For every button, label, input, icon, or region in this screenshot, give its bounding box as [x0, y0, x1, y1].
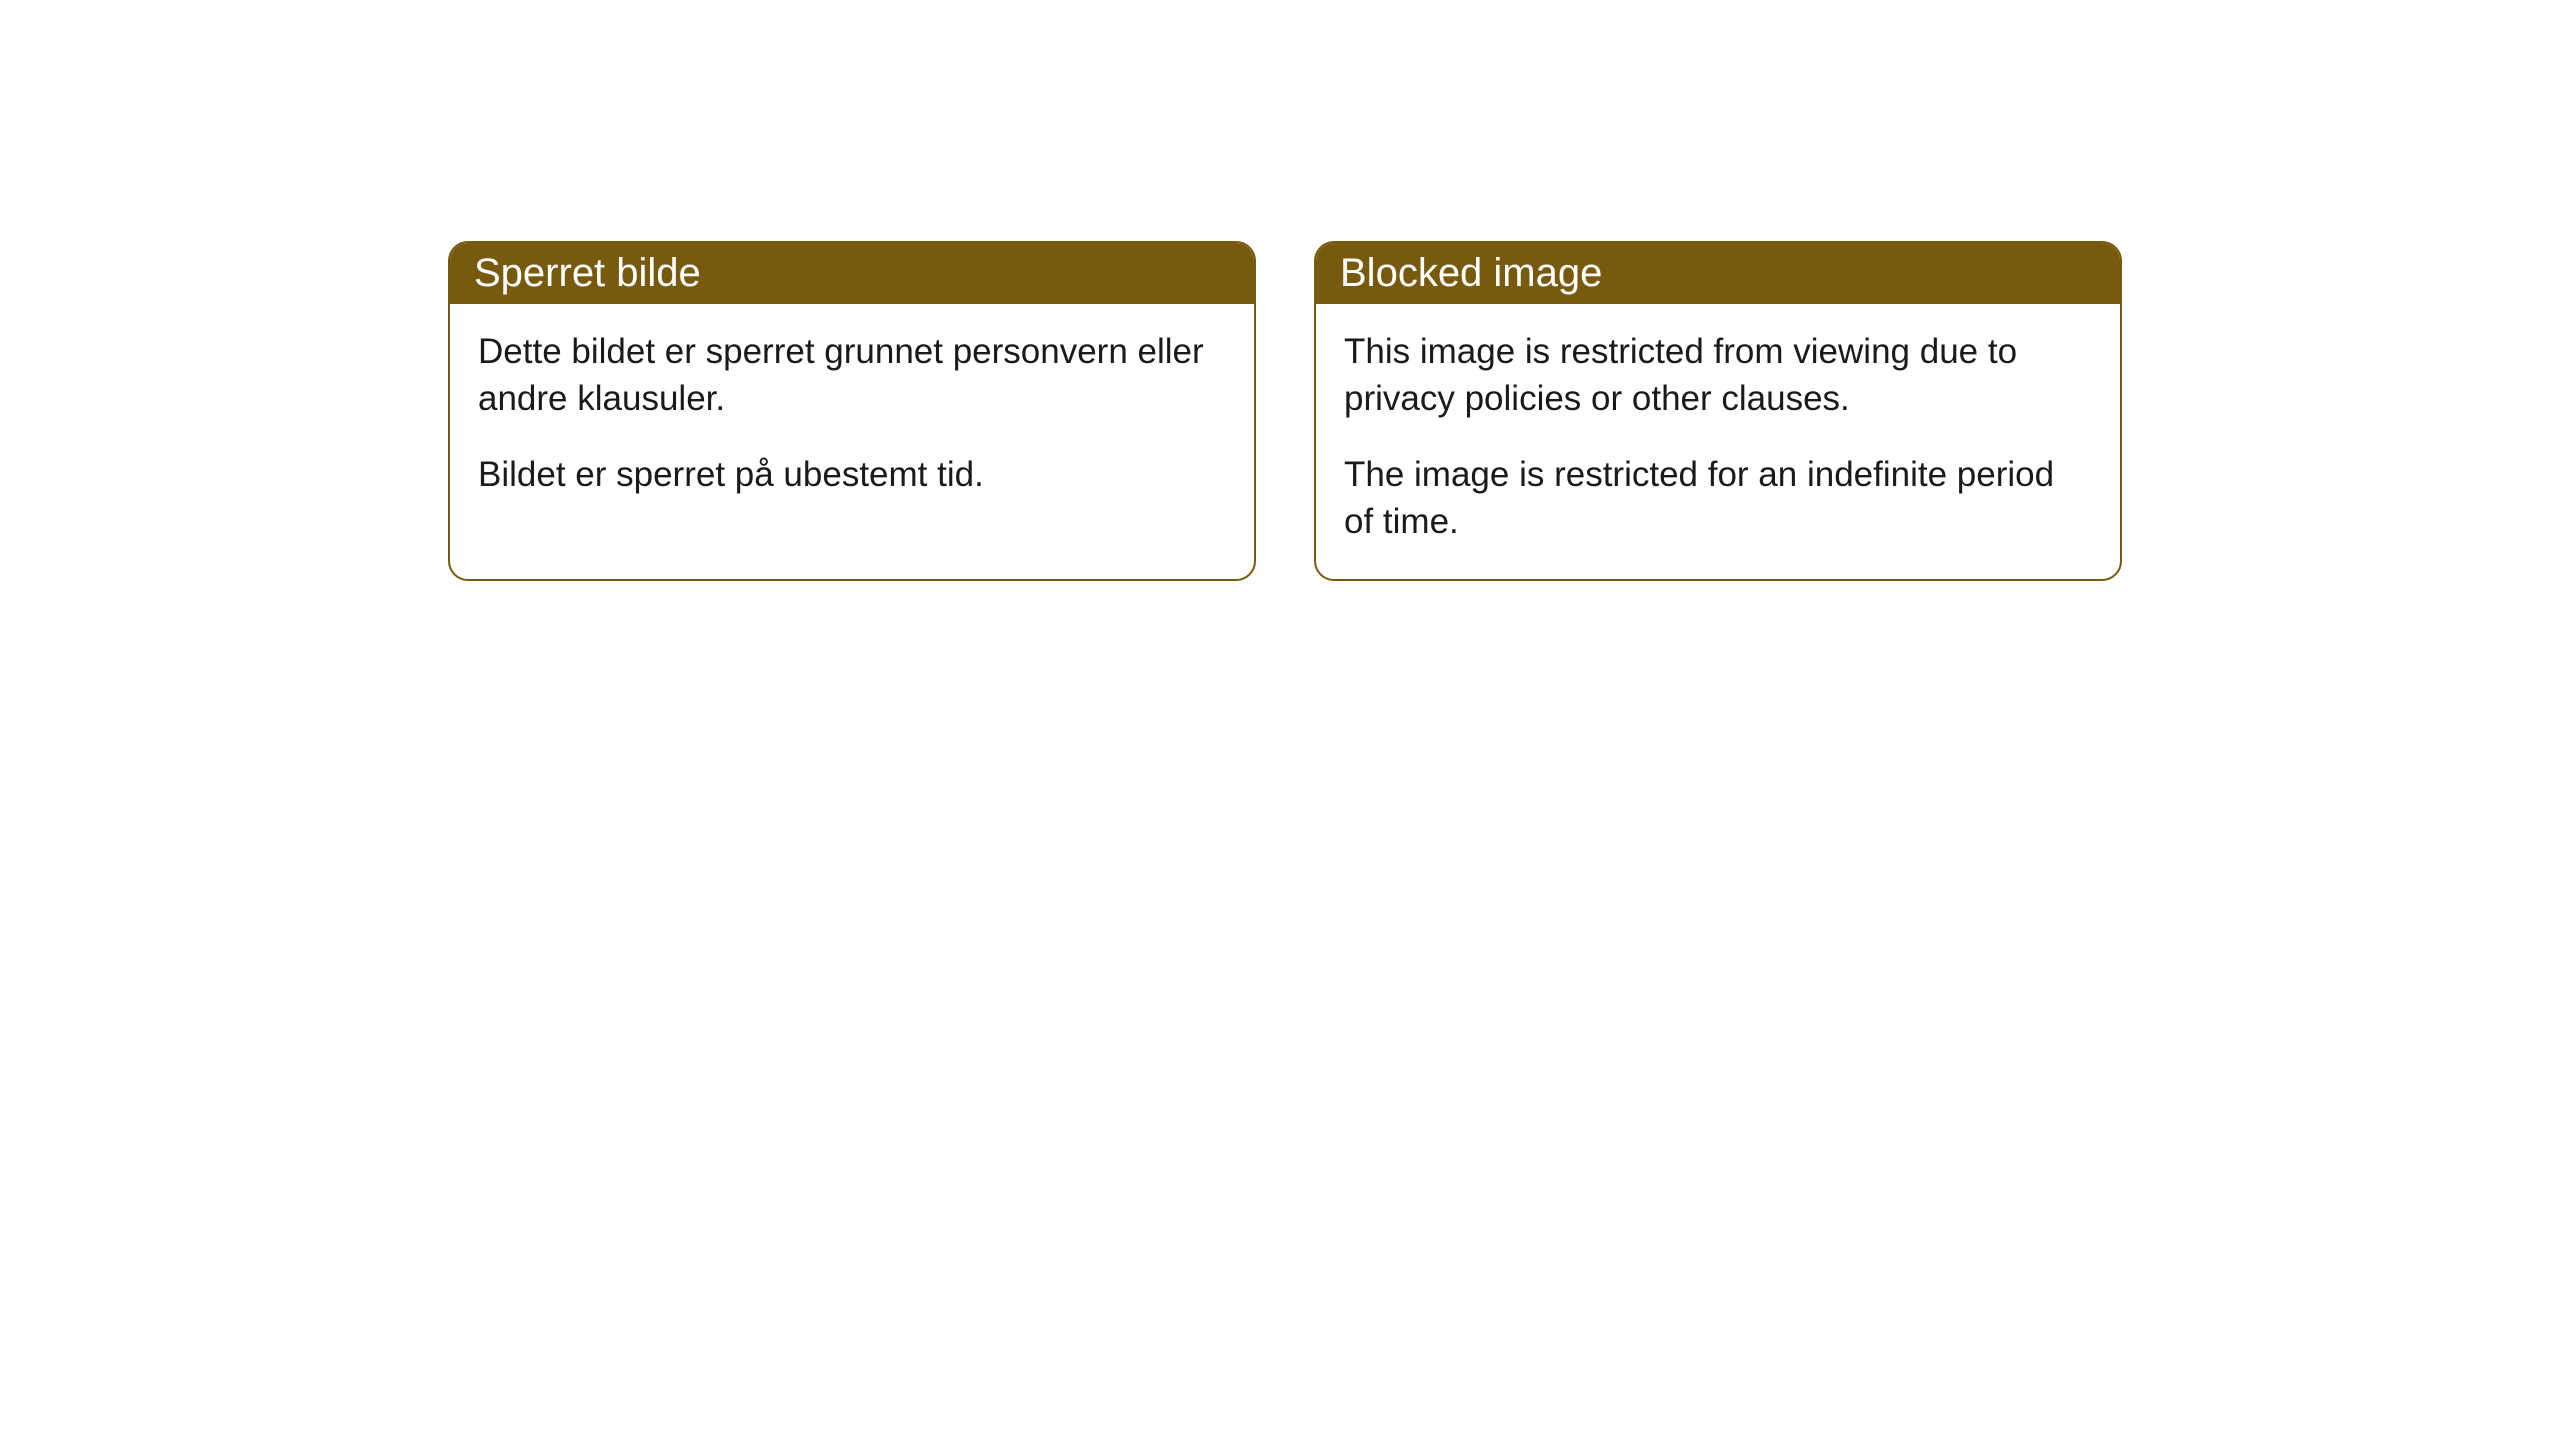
card-title: Sperret bilde [474, 251, 701, 295]
notice-card-english: Blocked image This image is restricted f… [1314, 241, 2122, 581]
card-paragraph: Dette bildet er sperret grunnet personve… [478, 328, 1226, 423]
card-body: This image is restricted from viewing du… [1316, 304, 2120, 579]
notice-card-norwegian: Sperret bilde Dette bildet er sperret gr… [448, 241, 1256, 581]
card-paragraph: Bildet er sperret på ubestemt tid. [478, 451, 1226, 498]
card-body: Dette bildet er sperret grunnet personve… [450, 304, 1254, 532]
card-paragraph: This image is restricted from viewing du… [1344, 328, 2092, 423]
notice-cards-container: Sperret bilde Dette bildet er sperret gr… [448, 241, 2122, 581]
card-header: Blocked image [1316, 243, 2120, 304]
card-paragraph: The image is restricted for an indefinit… [1344, 451, 2092, 546]
card-header: Sperret bilde [450, 243, 1254, 304]
card-title: Blocked image [1340, 251, 1602, 295]
